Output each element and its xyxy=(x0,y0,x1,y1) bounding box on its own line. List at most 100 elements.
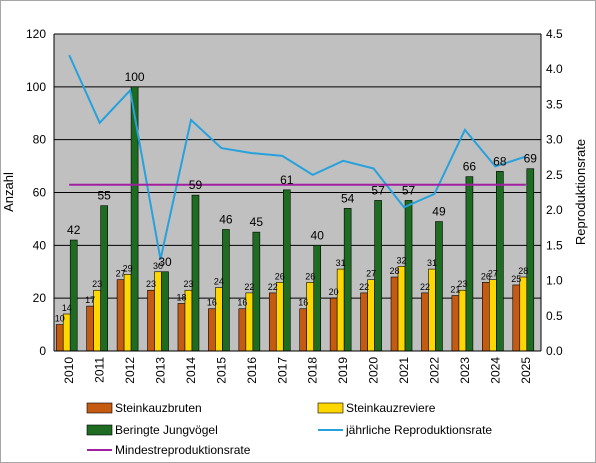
bar-steinkauzreviere xyxy=(489,279,497,352)
bar-steinkauzbruten xyxy=(268,292,277,352)
bar-steinkauzreviere xyxy=(336,268,345,352)
lines xyxy=(68,54,527,260)
x-tick-label: 2025 xyxy=(519,357,533,384)
data-label: 16 xyxy=(237,298,247,308)
data-label: 26 xyxy=(305,271,315,281)
data-label: 100 xyxy=(125,70,145,84)
y2-tick-label: 3.0 xyxy=(546,133,563,147)
legend-label: Beringte Jungvögel xyxy=(115,423,218,437)
legend-swatch xyxy=(86,402,113,414)
data-label: 45 xyxy=(250,215,264,229)
y2-tick-label: 0.0 xyxy=(546,344,563,358)
y2-tick-label: 3.5 xyxy=(546,97,563,111)
y-tick-label: 80 xyxy=(33,133,47,147)
y2-tick-label: 2.5 xyxy=(546,168,563,182)
data-label: 66 xyxy=(463,160,477,174)
y2-tick-label: 4.5 xyxy=(546,27,563,41)
data-label: 55 xyxy=(97,189,111,203)
data-label: 10 xyxy=(55,314,65,324)
y2-tick-label: 2.0 xyxy=(546,203,563,217)
data-label: 20 xyxy=(329,287,339,297)
y-tick-label: 0 xyxy=(39,344,46,358)
x-tick-label: 2013 xyxy=(154,357,168,384)
legend-swatch xyxy=(86,424,113,436)
data-label: 25 xyxy=(511,274,521,284)
data-label: 30 xyxy=(158,255,172,269)
y-tick-label: 40 xyxy=(33,238,47,252)
data-label: 49 xyxy=(432,205,446,219)
x-tick-label: 2012 xyxy=(123,357,137,384)
bar-steinkauzbruten xyxy=(208,308,216,352)
bar-steinkauzbruten xyxy=(451,295,460,352)
data-label: 57 xyxy=(402,183,416,197)
x-tick-label: 2011 xyxy=(93,357,107,383)
legend-swatch xyxy=(317,402,344,414)
x-tick-label: 2019 xyxy=(336,357,350,384)
y2-tick-label: 1.5 xyxy=(546,238,563,252)
data-label: 17 xyxy=(85,295,95,305)
data-label: 57 xyxy=(371,183,385,197)
bar-steinkauzreviere xyxy=(519,276,528,352)
data-label: 28 xyxy=(390,266,400,276)
data-label: 22 xyxy=(244,282,254,292)
bar-beringte-jungv-gel xyxy=(496,171,504,352)
bar-steinkauzbruten xyxy=(299,308,308,352)
line-annual-rate xyxy=(68,54,527,260)
legend-label: Steinkauzreviere xyxy=(346,401,436,415)
data-label: 31 xyxy=(427,258,437,268)
data-label: 23 xyxy=(146,279,156,289)
bar-steinkauzbruten xyxy=(116,279,125,352)
bar-steinkauzreviere xyxy=(458,289,467,352)
y-tick-label: 20 xyxy=(33,291,47,305)
data-label: 24 xyxy=(214,277,224,287)
legend-label: Steinkauzbruten xyxy=(115,401,202,415)
bar-beringte-jungv-gel xyxy=(313,245,322,352)
bar-beringte-jungv-gel xyxy=(69,239,78,352)
bar-steinkauzbruten xyxy=(55,324,64,352)
bar-steinkauzbruten xyxy=(360,292,368,352)
data-label: 31 xyxy=(336,258,346,268)
bar-steinkauzbruten xyxy=(390,276,399,352)
x-tick-label: 2017 xyxy=(275,357,289,384)
y-tick-label: 120 xyxy=(26,27,46,41)
data-label: 26 xyxy=(481,271,491,281)
data-label: 22 xyxy=(359,282,369,292)
data-label: 23 xyxy=(92,279,102,289)
y2-tick-label: 1.0 xyxy=(546,274,563,288)
data-label: 59 xyxy=(189,178,203,192)
bar-steinkauzbruten xyxy=(329,297,338,352)
data-label: 32 xyxy=(397,255,407,265)
data-label: 69 xyxy=(524,152,538,166)
data-label: 68 xyxy=(493,154,507,168)
x-tick-label: 2010 xyxy=(62,357,76,384)
bar-steinkauzbruten xyxy=(421,292,429,352)
bar-steinkauzreviere xyxy=(306,282,315,352)
data-label: 42 xyxy=(67,223,81,237)
axes: 0 20 40 60 80 100 120 0.0 0.5 1.0 1.5 2.0 2.5 3.0 3.5 4… xyxy=(26,27,563,384)
y-axis-title: Anzahl xyxy=(1,172,16,212)
bar-steinkauzreviere xyxy=(123,274,132,352)
bar-beringte-jungv-gel xyxy=(222,229,230,352)
y-tick-label: 60 xyxy=(33,186,47,200)
data-label: 26 xyxy=(275,271,285,281)
data-label: 14 xyxy=(62,303,72,313)
bar-beringte-jungv-gel xyxy=(191,194,200,352)
legend: Steinkauzbruten Steinkauzreviere Beringte … xyxy=(86,401,492,457)
data-label: 16 xyxy=(207,298,217,308)
bar-beringte-jungv-gel xyxy=(526,168,535,352)
legend-label: jährliche Reproduktionsrate xyxy=(345,423,492,437)
data-label: 28 xyxy=(518,266,528,276)
y2-tick-label: 0.5 xyxy=(546,309,563,323)
bar-steinkauzbruten xyxy=(147,289,155,352)
data-label: 40 xyxy=(311,228,325,242)
data-label: 23 xyxy=(183,279,193,289)
bar-steinkauzbruten xyxy=(177,303,186,352)
y2-tick-label: 4.0 xyxy=(546,62,563,76)
data-label: 18 xyxy=(176,292,186,302)
bar-beringte-jungv-gel xyxy=(435,221,443,352)
bar-steinkauzreviere xyxy=(275,282,284,352)
bar-beringte-jungv-gel xyxy=(404,200,413,352)
bar-steinkauzbruten xyxy=(86,305,94,352)
data-label: 29 xyxy=(123,263,133,273)
